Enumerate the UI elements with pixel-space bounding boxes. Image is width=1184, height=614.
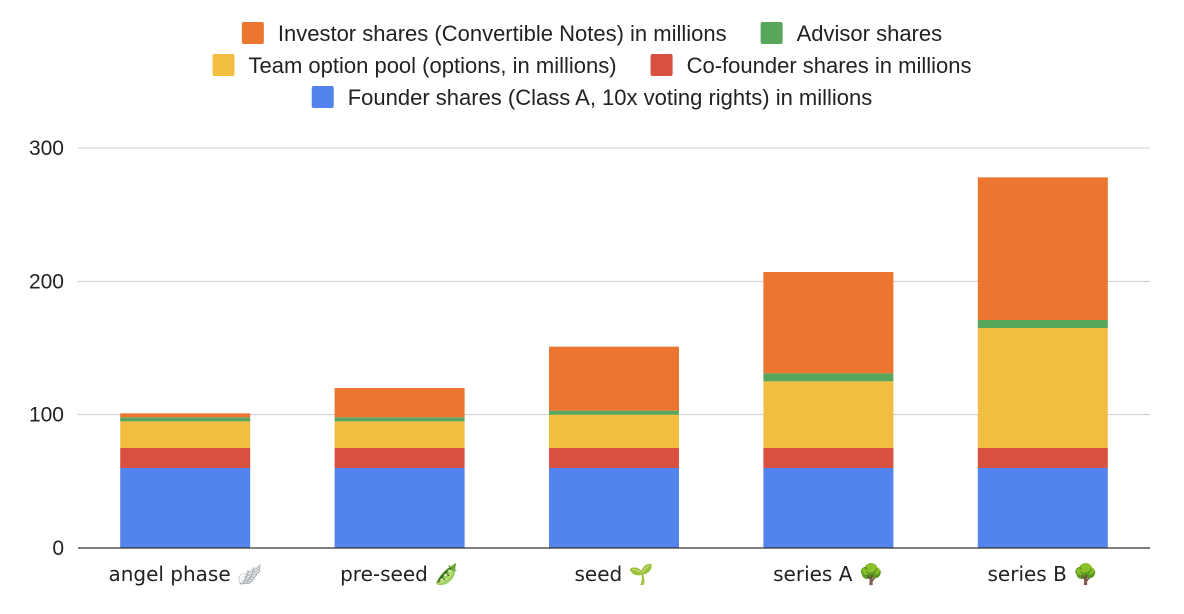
bar-segment <box>120 468 251 548</box>
x-tick-label: pre-seed 🫛 <box>340 562 459 586</box>
bar-segment <box>120 413 251 418</box>
bar-segment <box>334 388 465 418</box>
legend-swatch <box>760 22 783 44</box>
legend-swatch <box>241 22 264 44</box>
bar-segment <box>763 272 894 374</box>
bar-segment <box>977 328 1108 448</box>
legend-item: Founder shares (Class A, 10x voting righ… <box>311 85 873 110</box>
y-tick-label: 100 <box>29 404 64 427</box>
legend: Investor shares (Convertible Notes) in m… <box>212 21 972 110</box>
bar-stack <box>120 413 251 548</box>
bar-segment <box>120 421 251 448</box>
x-tick-label: series A 🌳 <box>773 562 884 586</box>
bar-stack <box>977 177 1108 548</box>
legend-swatch <box>311 86 334 108</box>
bar-segment <box>977 448 1108 468</box>
bar-stack <box>549 346 679 548</box>
legend-label: Team option pool (options, in millions) <box>249 53 617 78</box>
legend-item: Co-founder shares in millions <box>650 53 972 78</box>
legend-item: Investor shares (Convertible Notes) in m… <box>241 21 727 46</box>
bar-segment <box>120 448 251 468</box>
bar-segment <box>334 417 465 422</box>
bar-segment <box>549 414 679 448</box>
legend-label: Co-founder shares in millions <box>687 53 972 78</box>
legend-label: Founder shares (Class A, 10x voting righ… <box>348 85 873 110</box>
bar-segment <box>334 421 465 448</box>
x-tick-label: series B 🌳 <box>988 562 1099 586</box>
bar-segment <box>763 381 894 448</box>
bar-segment <box>549 468 679 548</box>
legend-swatch <box>212 54 235 76</box>
legend-item: Advisor shares <box>760 21 943 46</box>
bar-segment <box>763 448 894 468</box>
y-tick-label: 0 <box>52 537 64 560</box>
bar-segment <box>549 448 679 468</box>
bar-stack <box>763 272 894 548</box>
x-tick-label: seed 🌱 <box>575 562 654 586</box>
y-tick-label: 300 <box>29 137 64 160</box>
bar-segment <box>977 468 1108 548</box>
x-axis: angel phase 🪽 pre-seed 🫛 seed 🌱 series A 🌳 s… <box>78 547 1150 586</box>
bar-stack <box>334 388 465 548</box>
bar-segment <box>549 410 679 415</box>
legend-swatch <box>650 54 673 76</box>
legend-item: Team option pool (options, in millions) <box>212 53 617 78</box>
x-tick-label: angel phase 🪽 <box>108 562 261 586</box>
bar-segment <box>763 468 894 548</box>
legend-label: Investor shares (Convertible Notes) in m… <box>278 21 727 46</box>
legend-label: Advisor shares <box>797 21 943 46</box>
bar-segment <box>334 448 465 468</box>
bar-segment <box>977 177 1108 320</box>
bar-segment <box>977 320 1108 328</box>
bar-segment <box>549 346 679 411</box>
bars <box>120 177 1108 548</box>
y-axis: 0 100 200 300 <box>29 137 64 560</box>
bar-segment <box>763 373 894 382</box>
y-tick-label: 200 <box>29 270 64 293</box>
bar-segment <box>120 417 251 422</box>
bar-segment <box>334 468 465 548</box>
